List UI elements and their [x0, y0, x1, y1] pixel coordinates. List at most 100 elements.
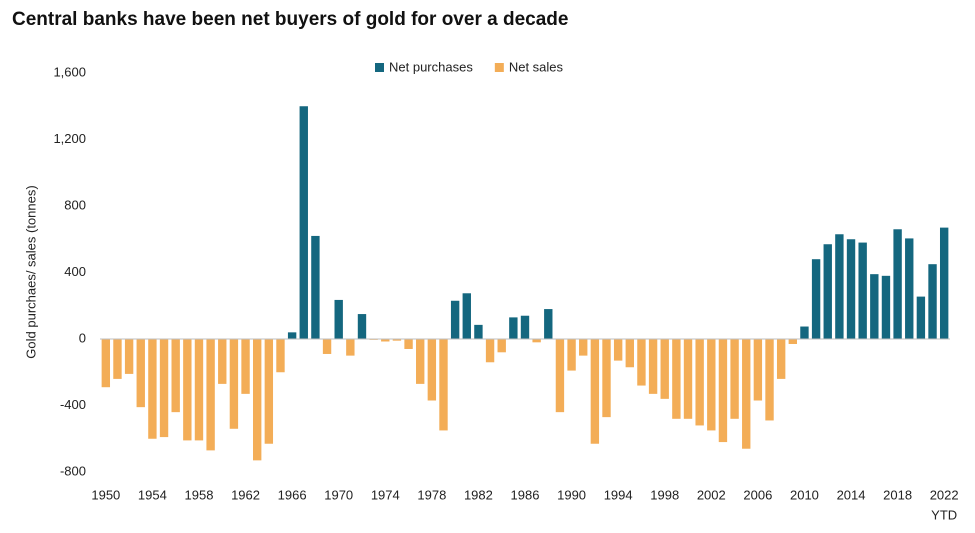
x-tick-label: 1954 — [138, 487, 167, 502]
x-tick-label: 2018 — [883, 487, 912, 502]
bar — [253, 339, 262, 461]
bar — [497, 339, 506, 353]
y-tick-label: 400 — [64, 264, 86, 279]
bar — [846, 239, 856, 339]
bar — [485, 339, 495, 363]
bar — [276, 339, 285, 373]
bar — [346, 339, 355, 356]
bar — [241, 339, 250, 394]
x-tick-label: 1998 — [650, 487, 679, 502]
x-tick-label: 1970 — [324, 487, 353, 502]
bar — [229, 339, 239, 429]
bar — [613, 339, 623, 361]
x-tick-label: 1958 — [185, 487, 214, 502]
bar — [695, 339, 704, 426]
bar — [881, 275, 891, 339]
bar — [299, 106, 308, 339]
x-tick-label: 1990 — [557, 487, 586, 502]
bar — [218, 339, 227, 384]
x-tick-label: 2022 — [930, 487, 959, 502]
bar — [439, 339, 448, 431]
bar — [509, 317, 518, 339]
bar — [392, 339, 402, 341]
y-tick-label: 800 — [64, 197, 86, 212]
bar — [579, 339, 588, 356]
x-tick-label: 1950 — [91, 487, 120, 502]
bar — [101, 339, 111, 388]
bar — [590, 339, 600, 444]
chart-title: Central banks have been net buyers of go… — [12, 9, 568, 30]
bar — [765, 339, 774, 421]
bar — [544, 309, 553, 339]
bar — [625, 339, 634, 368]
bar — [707, 339, 716, 431]
y-tick-label: -800 — [60, 463, 86, 478]
bar — [916, 296, 926, 339]
bar — [136, 339, 145, 408]
bar — [264, 339, 274, 444]
bar — [148, 339, 157, 439]
bar — [730, 339, 739, 419]
bar — [113, 339, 122, 379]
x-tick-label: 2014 — [837, 487, 866, 502]
bar — [404, 339, 413, 349]
bar — [381, 339, 390, 342]
bar — [474, 324, 483, 339]
bar — [311, 235, 320, 339]
bar — [788, 339, 797, 344]
bar — [357, 314, 367, 339]
bar — [427, 339, 437, 401]
bar — [637, 339, 646, 386]
bar — [532, 339, 541, 343]
bar — [683, 339, 693, 419]
bar — [823, 244, 832, 339]
bar — [672, 339, 681, 419]
bar — [939, 227, 949, 339]
bar — [870, 274, 879, 339]
y-axis-label: Gold purchaes/ sales (tonnes) — [23, 185, 38, 358]
bar — [835, 234, 844, 339]
legend-label: Net sales — [509, 59, 564, 74]
bar — [602, 339, 611, 418]
y-tick-label: 0 — [79, 330, 86, 345]
bar — [648, 339, 658, 394]
bar — [742, 339, 751, 449]
bar — [753, 339, 763, 401]
x-tick-label: 1994 — [604, 487, 633, 502]
x-tick-note: YTD — [931, 507, 957, 522]
bar — [520, 315, 530, 339]
bar — [567, 339, 576, 371]
bar — [928, 264, 937, 339]
bar — [811, 259, 821, 339]
bar — [660, 339, 669, 399]
bar — [194, 339, 204, 441]
y-tick-label: -400 — [60, 397, 86, 412]
bar — [322, 339, 332, 354]
bar — [416, 339, 425, 384]
bar — [718, 339, 728, 443]
bar — [858, 242, 867, 339]
legend-swatch — [375, 63, 384, 72]
bar — [287, 332, 297, 339]
y-tick-label: 1,200 — [53, 131, 86, 146]
x-tick-label: 1966 — [278, 487, 307, 502]
bar — [171, 339, 180, 413]
bar — [206, 339, 215, 451]
x-tick-label: 1978 — [417, 487, 446, 502]
bar — [462, 293, 471, 339]
bar — [334, 299, 343, 339]
bar — [555, 339, 565, 413]
x-tick-label: 2006 — [743, 487, 772, 502]
legend-label: Net purchases — [389, 59, 473, 74]
bar — [905, 238, 914, 339]
bar — [124, 339, 134, 374]
x-tick-label: 1986 — [511, 487, 540, 502]
x-tick-label: 2010 — [790, 487, 819, 502]
bar — [450, 300, 460, 339]
x-tick-label: 1962 — [231, 487, 260, 502]
y-tick-label: 1,600 — [53, 64, 86, 79]
bar — [893, 229, 902, 339]
x-tick-label: 1982 — [464, 487, 493, 502]
x-tick-label: 2002 — [697, 487, 726, 502]
